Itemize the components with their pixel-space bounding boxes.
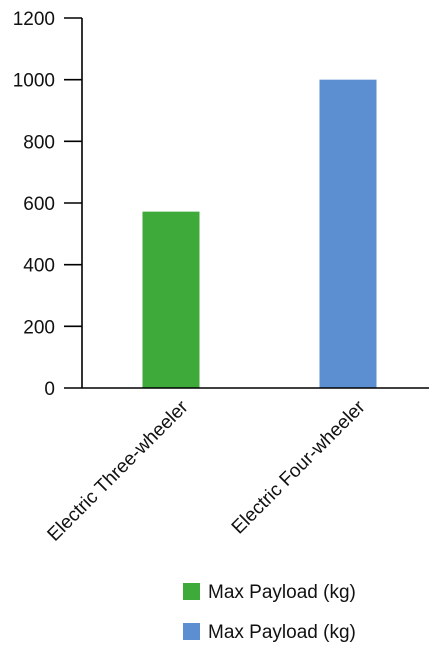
y-tick-label: 800 bbox=[23, 132, 55, 153]
x-axis-labels: Electric Three-wheeler Electric Four-whee… bbox=[44, 396, 370, 545]
bar-electric-three-wheeler bbox=[142, 211, 200, 388]
legend-swatch bbox=[183, 583, 200, 600]
bar-electric-four-wheeler bbox=[319, 79, 377, 389]
axes bbox=[81, 18, 429, 389]
legend-label: Max Payload (kg) bbox=[208, 582, 356, 603]
y-tick-label: 400 bbox=[23, 256, 55, 277]
bars bbox=[142, 79, 377, 389]
x-tick-label: Electric Four-wheeler bbox=[228, 396, 370, 538]
legend-swatch bbox=[183, 623, 200, 640]
legend-label: Max Payload (kg) bbox=[208, 622, 356, 642]
y-axis-ticks: 0 200 400 600 800 1000 1200 bbox=[13, 9, 82, 400]
y-tick-label: 0 bbox=[44, 379, 55, 400]
y-tick-label: 1000 bbox=[13, 71, 55, 92]
y-tick-label: 1200 bbox=[13, 9, 55, 30]
legend: Max Payload (kg) Max Payload (kg) bbox=[183, 582, 356, 643]
y-tick-label: 600 bbox=[23, 194, 55, 215]
x-tick-label: Electric Three-wheeler bbox=[44, 396, 193, 545]
y-tick-label: 200 bbox=[23, 317, 55, 338]
